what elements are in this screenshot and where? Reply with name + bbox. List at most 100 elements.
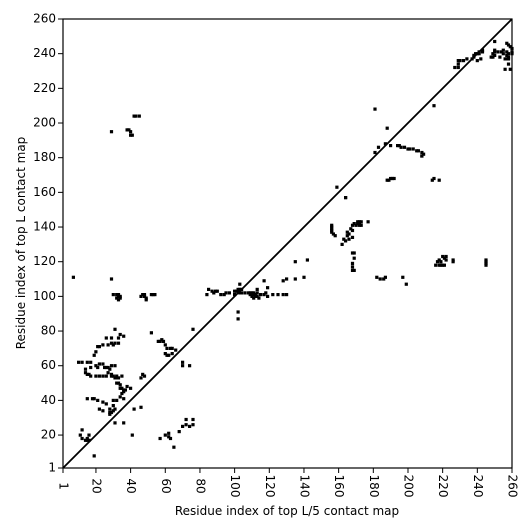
top-l5-contact-point-169: [335, 185, 339, 189]
top-l-contact-point-124: [373, 107, 377, 111]
top-l5-contact-point-152: [181, 360, 185, 364]
top-l5-contact-point-52: [116, 293, 121, 297]
top-l5-contact-point-118: [87, 438, 91, 442]
top-l-contact-point-125: [432, 104, 436, 108]
top-l-contact-point-151: [501, 48, 505, 52]
top-l-contact-point-101: [390, 176, 394, 181]
top-l-contact-point-120: [383, 142, 387, 146]
x-tick-label-160: 160: [332, 475, 346, 498]
top-l-contact-point-12: [233, 289, 237, 293]
top-l5-contact-point-67: [109, 130, 114, 134]
top-l5-contact-point-148: [188, 424, 192, 428]
top-l-contact-point-145: [491, 55, 495, 59]
top-l5-contact-point-84: [123, 388, 127, 392]
top-l5-contact-point-71: [142, 294, 147, 298]
top-l-contact-point-168: [506, 43, 511, 47]
top-l-contact-point-153: [498, 55, 502, 59]
top-l-contact-point-42: [345, 234, 349, 238]
top-l-contact-point-85: [442, 263, 446, 267]
top-l5-contact-point-120: [92, 454, 96, 458]
y-tick-label-220: 220: [33, 81, 56, 95]
top-l-contact-point-14: [236, 289, 240, 293]
top-l5-contact-point-49: [111, 343, 115, 347]
top-l5-contact-point-27: [115, 374, 119, 378]
top-l-contact-point-152: [501, 52, 505, 56]
top-l5-contact-point-72: [144, 296, 148, 300]
top-l-contact-point-156: [508, 67, 512, 71]
top-l-contact-point-103: [430, 178, 434, 182]
top-l-contact-point-20: [243, 291, 247, 295]
top-l5-contact-point-149: [191, 423, 195, 427]
top-l-contact-point-73: [350, 251, 355, 255]
top-l5-contact-point-145: [181, 424, 185, 428]
top-l-contact-point-87: [444, 258, 448, 262]
top-l5-contact-point-112: [80, 428, 84, 432]
top-l5-contact-point-143: [172, 445, 176, 449]
top-l-contact-point-74: [352, 251, 356, 255]
top-l-contact-point-111: [415, 149, 419, 153]
top-l5-contact-point-26: [109, 374, 114, 378]
top-l-contact-point-78: [383, 275, 387, 279]
top-l5-contact-point-114: [80, 436, 84, 441]
top-l-contact-point-65: [330, 227, 334, 231]
top-l5-contact-point-65: [134, 114, 138, 118]
top-l5-contact-point-91: [111, 398, 115, 402]
top-l-contact-point-128: [456, 62, 460, 66]
top-l-contact-point-39: [305, 258, 309, 262]
top-l-contact-point-11: [257, 296, 261, 300]
top-l5-contact-point-18: [83, 371, 88, 375]
top-l-contact-point-50: [356, 220, 360, 224]
top-l5-contact-point-48: [122, 334, 126, 338]
top-l5-contact-point-87: [120, 391, 124, 396]
top-l-contact-point-127: [456, 65, 460, 70]
top-l5-contact-point-1: [77, 360, 81, 364]
top-l-contact-point-167: [508, 45, 512, 49]
top-l-contact-point-106: [344, 196, 348, 200]
top-l5-contact-point-50: [111, 293, 115, 297]
top-l-contact-point-159: [505, 57, 509, 61]
x-tick-label-20: 20: [89, 478, 103, 493]
top-l-contact-point-98: [385, 178, 389, 182]
top-l-contact-point-33: [266, 286, 270, 290]
top-l5-contact-point-83: [122, 390, 126, 394]
top-l-contact-point-2: [252, 293, 256, 297]
top-l5-contact-point-123: [142, 374, 147, 378]
top-l5-contact-point-158: [212, 291, 216, 295]
top-l5-contact-point-105: [108, 407, 112, 411]
top-l-contact-point-29: [276, 293, 280, 297]
top-l5-contact-point-66: [137, 114, 141, 118]
top-l5-contact-point-54: [118, 294, 122, 298]
top-l5-contact-point-171: [420, 154, 424, 158]
top-l5-contact-point-102: [104, 402, 108, 406]
top-l5-contact-point-14: [113, 376, 117, 380]
diagonal-line: [62, 18, 513, 469]
top-l5-contact-point-25: [104, 374, 108, 378]
top-l5-contact-point-39: [103, 365, 107, 370]
top-l5-contact-point-15: [115, 376, 119, 380]
top-l-contact-point-146: [493, 53, 497, 57]
top-l-contact-point-18: [236, 287, 240, 291]
top-l-contact-point-64: [330, 228, 334, 233]
top-l5-contact-point-166: [236, 310, 240, 314]
top-l-contact-point-52: [359, 220, 363, 224]
top-l-contact-point-17: [238, 287, 242, 291]
top-l5-contact-point-20: [87, 372, 91, 376]
top-l-contact-point-8: [253, 294, 257, 298]
top-l-contact-point-160: [506, 55, 511, 59]
top-l5-contact-point-153: [188, 364, 192, 368]
y-tick-label-240: 240: [33, 46, 56, 60]
top-l5-contact-point-89: [122, 397, 126, 401]
top-l-contact-point-112: [411, 147, 415, 151]
top-l-contact-point-32: [255, 287, 259, 291]
top-l5-contact-point-82: [122, 388, 126, 392]
top-l5-contact-point-64: [132, 114, 136, 118]
top-l5-contact-point-170: [350, 235, 355, 239]
top-l-contact-point-129: [456, 59, 460, 63]
top-l5-contact-point-128: [161, 339, 166, 343]
top-l-contact-point-154: [503, 67, 507, 71]
top-l5-contact-point-172: [451, 260, 455, 264]
top-l-contact-point-157: [506, 57, 511, 61]
top-l-contact-point-75: [378, 277, 382, 281]
x-axis-label: Residue index of top L/5 contact map: [175, 504, 399, 518]
